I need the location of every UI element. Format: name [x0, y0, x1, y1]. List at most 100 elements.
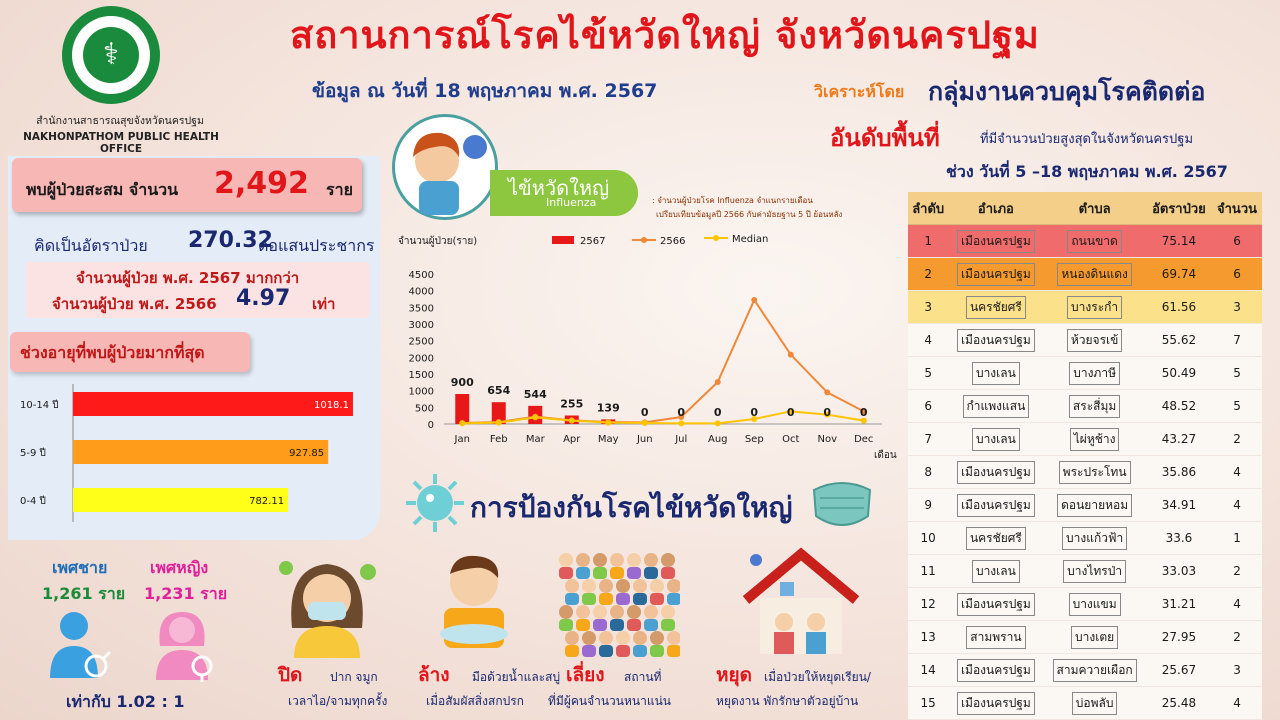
line-2566 [462, 297, 865, 424]
prevention-action: ปิด [278, 664, 303, 686]
y-tick-label: 0 [428, 420, 434, 431]
cumulative-value: 2,492 [214, 166, 309, 201]
office-name-english: NAKHONPATHOM PUBLIC HEALTH OFFICE [23, 131, 219, 155]
table-cell: 5 [908, 356, 949, 390]
face-mask-icon [812, 482, 872, 526]
bar-value-label: 0 [860, 406, 868, 419]
age-chart-title: ช่วงอายุที่พบผู้ป่วยมากที่สุด [20, 343, 205, 362]
x-tick-label: Mar [526, 434, 546, 445]
y-tick-label: 3500 [409, 303, 434, 314]
table-cell: เมืองนครปฐม [948, 224, 1044, 258]
table-cell: สามควายเผือก [1043, 653, 1146, 687]
ranking-subtitle: ที่มีจำนวนป่วยสูงสุดในจังหวัดนครปฐม [980, 132, 1194, 147]
table-cell: 4 [1212, 455, 1262, 489]
table-row: 12 เมืองนครปฐม บางแขม 31.21 4 [908, 587, 1262, 621]
table-cell: 25.48 [1145, 686, 1213, 720]
prevention-action: เลี่ยง [566, 664, 605, 686]
point-median [459, 420, 466, 427]
table-cell: บางเตย [1043, 620, 1146, 654]
ranking-period: ช่วง วันที่ 5 –18 พฤษภาคม พ.ศ. 2567 [946, 162, 1228, 181]
table-cell: 15 [908, 686, 949, 720]
table-cell: หนองดินแดง [1043, 257, 1146, 291]
table-cell: 33.03 [1145, 554, 1213, 588]
table-row: 4 เมืองนครปฐม ห้วยจรเข้ 55.62 7 [908, 323, 1262, 357]
handwash-child-icon [440, 555, 508, 648]
monthly-x-label: เดือน [874, 449, 897, 461]
table-cell: เมืองนครปฐม [948, 488, 1044, 522]
comparison-line-2: จำนวนผู้ป่วย พ.ศ. 2566 [52, 295, 217, 313]
table-row: 11 บางเลน บางไทรป่า 33.03 2 [908, 554, 1262, 588]
table-cell: ไผ่หูช้าง [1043, 422, 1146, 456]
table-row: 2 เมืองนครปฐม หนองดินแดง 69.74 6 [908, 257, 1262, 291]
prevention-action: หยุด [716, 664, 752, 686]
table-cell: 2 [1212, 620, 1262, 654]
age-value-label: 782.11 [249, 496, 284, 507]
table-cell: 27.95 [1145, 620, 1213, 654]
point-median [678, 420, 685, 427]
y-tick-label: 2000 [409, 353, 434, 364]
house-family-icon [742, 547, 860, 654]
table-cell: 6 [908, 389, 949, 423]
rate-value: 270.32 [188, 228, 273, 253]
monthly-legend: 2567 2566 Median [552, 234, 768, 247]
table-cell: 11 [908, 554, 949, 588]
prevention-detail: มือด้วยน้ำและสบู่ [472, 670, 561, 684]
table-cell: 5 [1212, 389, 1262, 423]
table-cell: บางไทรป่า [1043, 554, 1146, 588]
prevention-detail: เมื่อป่วยให้หยุดเรียน/ [764, 670, 871, 684]
table-cell: 75.14 [1145, 224, 1213, 258]
table-row: 7 บางเลน ไผ่หูช้าง 43.27 2 [908, 422, 1262, 456]
prevention-detail-2: เมื่อสัมผัสสิ่งสกปรก [426, 694, 524, 708]
table-row: 15 เมืองนครปฐม บ่อพลับ 25.48 4 [908, 686, 1262, 720]
table-cell: นครชัยศรี [948, 521, 1044, 555]
mask-person-icon [279, 561, 376, 658]
age-category-label: 5-9 ปี [20, 447, 46, 459]
prevention-detail-2: ที่มีผู้คนจำนวนหนาแน่น [548, 694, 671, 708]
point-2566 [751, 297, 758, 303]
legend-swatch-bar [552, 236, 574, 244]
x-tick-label: Dec [854, 434, 873, 445]
ministry-logo: ⚕ [62, 6, 160, 104]
comparison-line-1: จำนวนผู้ป่วย พ.ศ. 2567 มากกว่า [76, 269, 300, 287]
table-cell: 10 [908, 521, 949, 555]
bar-value-label: 255 [560, 398, 583, 411]
table-cell: 1 [1212, 521, 1262, 555]
age-category-label: 0-4 ปี [20, 495, 46, 507]
column-header: อำเภอ [948, 192, 1044, 225]
table-row: 8 เมืองนครปฐม พระประโทน 35.86 4 [908, 455, 1262, 489]
prevention-action: ล้าง [418, 664, 450, 686]
point-median [714, 420, 721, 427]
bar-value-label: 900 [451, 376, 474, 389]
table-cell: 3 [1212, 290, 1262, 324]
table-cell: เมืองนครปฐม [948, 686, 1044, 720]
y-tick-label: 2500 [409, 337, 434, 348]
table-cell: 61.56 [1145, 290, 1213, 324]
y-tick-label: 3000 [409, 320, 434, 331]
bar-2567 [455, 394, 470, 424]
crowd-icon [559, 553, 680, 657]
legend-label: Median [732, 234, 768, 245]
gender-ratio: เท่ากับ 1.02 : 1 [66, 692, 185, 711]
table-cell: เมืองนครปฐม [948, 587, 1044, 621]
table-cell: 4 [1212, 686, 1262, 720]
table-cell: 2 [908, 257, 949, 291]
table-cell: บางภาษี [1043, 356, 1146, 390]
column-header: ลำดับ [908, 192, 949, 225]
table-cell: ห้วยจรเข้ [1043, 323, 1146, 357]
male-count: 1,261 ราย [42, 584, 126, 603]
point-median [860, 417, 867, 424]
table-cell: 12 [908, 587, 949, 621]
table-cell: 33.6 [1145, 521, 1213, 555]
table-row: 13 สามพราน บางเตย 27.95 2 [908, 620, 1262, 654]
table-cell: 4 [1212, 488, 1262, 522]
bar-2567 [491, 402, 506, 424]
table-cell: บ่อพลับ [1043, 686, 1146, 720]
cumulative-box [12, 158, 362, 212]
point-median [495, 419, 502, 426]
x-tick-label: Jan [454, 434, 470, 445]
cumulative-label: พบผู้ป่วยสะสม จำนวน [26, 180, 179, 199]
table-cell: บางแขม [1043, 587, 1146, 621]
line-median [462, 410, 864, 425]
table-cell: 9 [908, 488, 949, 522]
point-median [824, 411, 831, 418]
